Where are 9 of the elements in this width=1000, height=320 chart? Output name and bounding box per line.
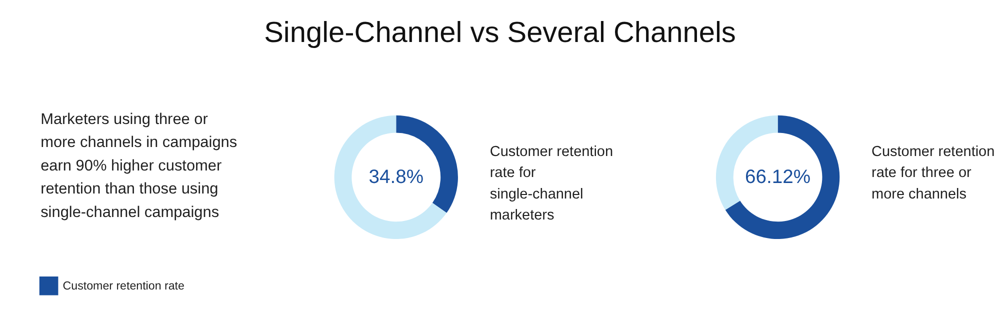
donut-slice	[334, 115, 447, 239]
text: Marketers using three or more channels in campaigns earn 90% higher customer retention than those using single-channel campaigns	[40, 111, 238, 221]
text: Customer retention rate for single-channel marketers	[490, 144, 614, 224]
text: Customer retention rate for three or more channels	[872, 144, 995, 202]
legend-label: Customer retention rate	[62, 280, 184, 293]
donut-slice	[725, 115, 840, 240]
text: 34.8%	[368, 166, 424, 188]
text: 66.12%	[745, 166, 811, 188]
chart-title: Single-Channel vs Several Channels	[264, 16, 736, 49]
